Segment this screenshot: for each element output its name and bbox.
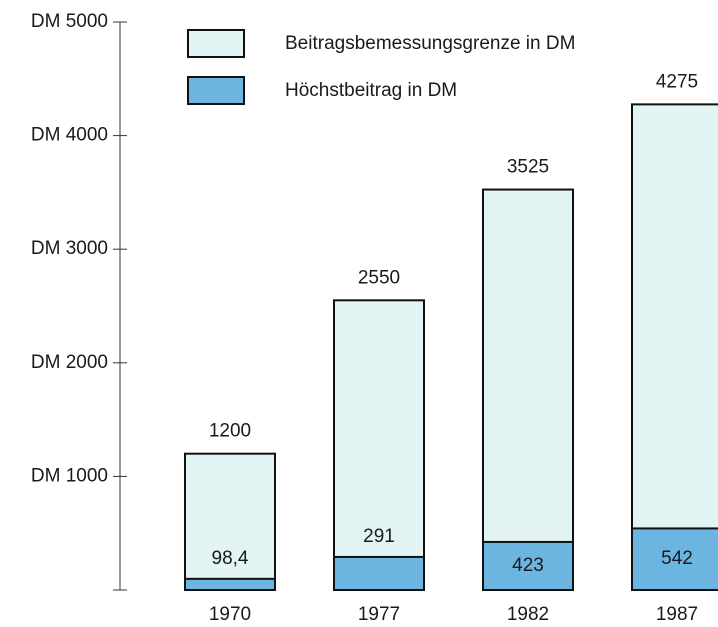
y-tick-label: DM 1000	[31, 465, 108, 486]
bar	[482, 540, 574, 592]
value-label: 1200	[209, 421, 251, 442]
legend-swatch	[187, 29, 245, 58]
value-label: 423	[512, 555, 544, 576]
value-label: 3525	[507, 157, 549, 178]
y-tick-label: DM 2000	[31, 352, 108, 373]
bar	[631, 527, 718, 591]
legend-label: Höchstbeitrag in DM	[285, 80, 457, 101]
value-label: 98,4	[212, 548, 249, 569]
bar	[184, 452, 276, 591]
x-tick-label: 1970	[209, 604, 251, 625]
x-tick-label: 1977	[358, 604, 400, 625]
value-label: 542	[661, 548, 693, 569]
y-tick-label: DM 5000	[31, 11, 108, 32]
bar	[482, 188, 574, 591]
x-tick-label: 1987	[656, 604, 698, 625]
y-tick-label: DM 3000	[31, 238, 108, 259]
value-label: 4275	[656, 71, 698, 92]
bar	[333, 555, 425, 591]
legend-label: Beitragsbemessungsgrenze in DM	[285, 33, 575, 54]
value-label: 291	[363, 526, 395, 547]
bar	[631, 103, 718, 592]
value-label: 2550	[358, 267, 400, 288]
x-tick-label: 1982	[507, 604, 549, 625]
legend-swatch	[187, 76, 245, 105]
bar	[184, 577, 276, 592]
y-tick-label: DM 4000	[31, 125, 108, 146]
